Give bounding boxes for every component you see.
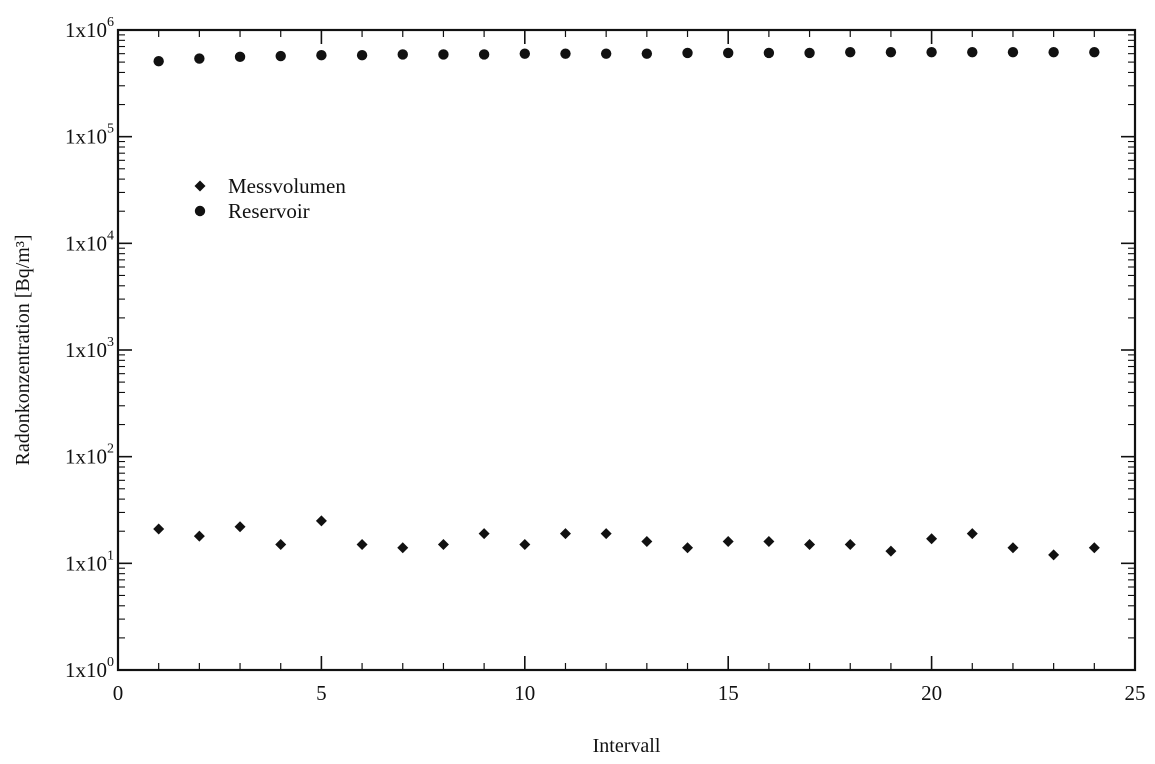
- x-tick-label: 15: [718, 681, 739, 705]
- data-point-circle: [723, 47, 734, 59]
- data-point-diamond: [153, 523, 165, 535]
- data-point-circle: [804, 47, 815, 59]
- x-tick-label: 0: [113, 681, 124, 705]
- data-point-diamond: [315, 515, 327, 527]
- data-point-circle: [885, 46, 897, 58]
- data-point-circle: [356, 50, 368, 61]
- data-point-circle: [153, 55, 164, 67]
- y-axis: 1x100 1x101 1x102 1x103 1x104 1x105 1x106: [65, 15, 1135, 682]
- data-point-diamond: [397, 542, 409, 554]
- data-point-diamond: [926, 533, 938, 545]
- legend-marker-diamond: [194, 180, 206, 192]
- data-point-diamond: [804, 539, 816, 551]
- data-point-circle: [1007, 46, 1019, 58]
- data-point-circle: [926, 46, 937, 58]
- x-tick-label: 25: [1125, 681, 1146, 705]
- y-tick-label: 1x106: [65, 15, 114, 42]
- data-point-diamond: [885, 545, 897, 557]
- data-point-circle: [600, 48, 612, 59]
- data-point-circle: [438, 49, 449, 60]
- data-point-circle: [967, 46, 978, 58]
- y-axis-label: Radonkonzentration [Bq/m³]: [12, 235, 34, 466]
- x-axis-label: Intervall: [593, 735, 661, 757]
- legend-label: Messvolumen: [228, 174, 346, 198]
- plot-border: [116, 28, 1137, 672]
- data-point-diamond: [682, 542, 694, 554]
- legend-label: Reservoir: [228, 199, 310, 223]
- x-tick-label: 5: [316, 681, 327, 705]
- data-point-diamond: [275, 539, 287, 551]
- y-tick-label: 1x101: [65, 548, 114, 575]
- data-point-diamond: [966, 528, 978, 540]
- data-point-diamond: [1007, 542, 1019, 554]
- data-point-circle: [763, 47, 775, 59]
- y-tick-label: 1x103: [65, 335, 114, 362]
- data-point-diamond: [722, 536, 734, 548]
- data-point-circle: [682, 47, 693, 59]
- data-point-circle: [1089, 46, 1100, 58]
- y-tick-label: 1x105: [65, 122, 114, 149]
- plot-area: [116, 28, 1137, 672]
- data-point-circle: [1048, 46, 1059, 58]
- data-point-circle: [275, 50, 286, 62]
- data-point-circle: [519, 48, 530, 59]
- data-point-diamond: [519, 539, 531, 551]
- data-point-circle: [641, 48, 653, 59]
- x-tick-label: 10: [514, 681, 535, 705]
- x-tick-label: 20: [921, 681, 942, 705]
- legend-marker-circle: [194, 205, 206, 217]
- series-reservoir: [153, 46, 1100, 67]
- data-point-diamond: [1088, 542, 1100, 554]
- y-tick-label: 1x104: [65, 228, 114, 255]
- data-point-circle: [478, 49, 490, 60]
- data-point-circle: [560, 48, 571, 59]
- data-point-diamond: [193, 530, 205, 542]
- y-tick-label: 1x100: [65, 655, 114, 682]
- data-point-diamond: [559, 528, 571, 540]
- data-point-diamond: [234, 521, 246, 533]
- data-point-diamond: [356, 539, 368, 551]
- data-point-circle: [397, 49, 408, 60]
- data-series: [153, 46, 1100, 561]
- data-point-diamond: [478, 528, 490, 540]
- x-axis: 0 5 10 15 20 25: [113, 30, 1146, 705]
- data-point-circle: [194, 53, 205, 64]
- y-tick-label: 1x102: [65, 442, 114, 469]
- data-point-diamond: [763, 536, 775, 548]
- data-point-diamond: [844, 539, 856, 551]
- data-point-diamond: [600, 528, 612, 540]
- data-point-diamond: [1048, 549, 1060, 561]
- series-messvolumen: [153, 515, 1100, 561]
- data-point-diamond: [437, 539, 449, 551]
- data-point-circle: [845, 46, 856, 58]
- data-point-circle: [316, 50, 327, 61]
- data-point-diamond: [641, 536, 653, 548]
- data-point-circle: [234, 51, 246, 63]
